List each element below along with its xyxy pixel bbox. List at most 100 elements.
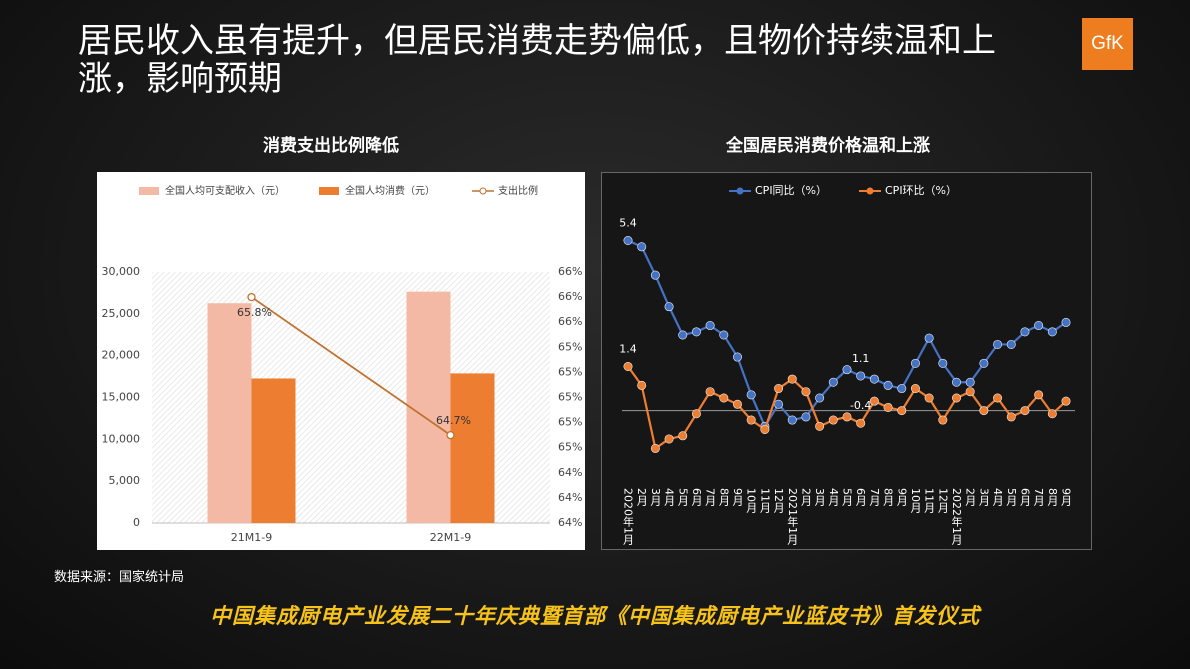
x-tick-label: 6月	[690, 488, 703, 506]
line-marker	[951, 377, 961, 387]
bar	[450, 373, 495, 523]
line-marker	[664, 302, 674, 312]
x-tick-label: 2月	[799, 488, 812, 506]
x-tick-label: 9月	[895, 488, 908, 506]
y2-tick-label: 66%	[558, 290, 582, 303]
x-tick-label: 9月	[731, 488, 744, 506]
chart-title: 全国居民消费价格温和上涨	[725, 135, 930, 156]
x-tick-label: 9月	[1060, 488, 1073, 506]
x-tick-label: 10月	[909, 488, 922, 513]
chart-title: 消费支出比例降低	[263, 135, 399, 156]
legend-swatch	[866, 187, 874, 195]
panel-right	[601, 172, 1092, 550]
y-tick-label: 25,000	[102, 307, 141, 320]
line-marker	[746, 415, 756, 425]
line-marker	[787, 374, 797, 384]
bar	[207, 303, 252, 523]
line-marker	[869, 374, 879, 384]
source-note: 数据来源：国家统计局	[54, 570, 185, 585]
line-marker	[787, 415, 797, 425]
line-marker	[993, 393, 1003, 403]
x-tick-label: 4月	[991, 488, 1004, 506]
x-tick-label: 2月	[964, 488, 977, 506]
line-marker	[650, 270, 660, 280]
x-tick-label: 3月	[977, 488, 990, 506]
x-tick-label: 3月	[813, 488, 826, 506]
line-marker	[965, 387, 975, 397]
y-tick-label: 5,000	[109, 474, 141, 487]
x-tick-label: 2020年1月	[622, 488, 635, 545]
y-tick-label: 30,000	[102, 265, 141, 278]
y-tick-label: 15,000	[102, 391, 141, 404]
line-marker	[842, 412, 852, 422]
y2-tick-label: 65%	[558, 340, 582, 353]
line-marker	[637, 242, 647, 252]
data-label: 1.4	[619, 343, 637, 356]
line-marker	[951, 393, 961, 403]
x-tick-label: 8月	[1046, 488, 1059, 506]
x-tick-label: 2021年1月	[786, 488, 799, 545]
line-marker	[719, 393, 729, 403]
line-marker	[801, 412, 811, 422]
line-marker	[664, 434, 674, 444]
line-marker	[650, 443, 660, 453]
data-label: 1.1	[852, 352, 870, 365]
line-marker	[856, 418, 866, 428]
line-marker	[719, 330, 729, 340]
line-marker	[924, 333, 934, 343]
line-marker	[678, 330, 688, 340]
line-marker	[938, 415, 948, 425]
line-marker	[678, 431, 688, 441]
x-tick-label: 8月	[717, 488, 730, 506]
line-marker	[1020, 327, 1030, 337]
legend-label: 全国人均消费（元）	[345, 184, 435, 197]
x-tick-label: 11月	[758, 488, 771, 513]
line-marker	[856, 371, 866, 381]
footer-banner: 中国集成厨电产业发展二十年庆典暨首部《中国集成厨电产业蓝皮书》首发仪式	[210, 604, 980, 628]
line-marker	[828, 415, 838, 425]
line-marker	[897, 406, 907, 416]
x-tick-label: 5月	[841, 488, 854, 506]
y2-tick-label: 65%	[558, 391, 582, 404]
x-tick-label: 22M1-9	[430, 531, 471, 544]
bar	[251, 378, 296, 523]
line-marker	[815, 421, 825, 431]
line-marker	[774, 384, 784, 394]
line-marker	[446, 430, 455, 440]
line-marker	[691, 409, 701, 419]
line-marker	[774, 399, 784, 409]
line-marker	[691, 327, 701, 337]
line-marker	[842, 365, 852, 375]
y2-tick-label: 65%	[558, 416, 582, 429]
x-tick-label: 11月	[923, 488, 936, 513]
data-label: 64.7%	[436, 414, 471, 427]
y2-tick-label: 65%	[558, 441, 582, 454]
y-tick-label: 20,000	[102, 349, 141, 362]
line-marker	[760, 424, 770, 434]
bar	[406, 291, 451, 523]
x-tick-label: 2月	[635, 488, 648, 506]
x-tick-label: 2022年1月	[950, 488, 963, 545]
y-tick-label: 0	[133, 516, 140, 529]
line-marker	[993, 339, 1003, 349]
line-marker	[938, 358, 948, 368]
line-marker	[637, 380, 647, 390]
legend-label: CPI环比（%）	[885, 184, 957, 197]
y2-tick-label: 64%	[558, 491, 582, 504]
legend-swatch	[319, 187, 339, 195]
line-marker	[247, 292, 256, 302]
y-tick-label: 10,000	[102, 432, 141, 445]
data-label: 5.4	[619, 217, 637, 230]
logo: GfK	[1082, 18, 1133, 70]
line-marker	[1034, 390, 1044, 400]
x-tick-label: 21M1-9	[231, 531, 272, 544]
x-tick-label: 7月	[704, 488, 717, 506]
x-tick-label: 6月	[854, 488, 867, 506]
legend-label: 全国人均可支配收入（元）	[165, 184, 285, 197]
line-marker	[910, 384, 920, 394]
line-marker	[623, 361, 633, 371]
slide-title: 居民收入虽有提升，但居民消费走势偏低，且物价持续温和上涨，影响预期	[78, 21, 996, 99]
y2-tick-label: 64%	[558, 516, 582, 529]
